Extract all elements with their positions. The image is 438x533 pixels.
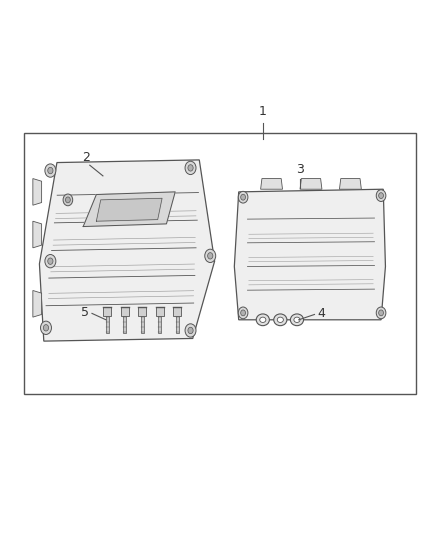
Ellipse shape	[188, 327, 193, 334]
Bar	[158, 316, 161, 333]
Polygon shape	[33, 179, 42, 205]
Ellipse shape	[238, 307, 248, 319]
Ellipse shape	[256, 314, 269, 326]
Polygon shape	[33, 221, 42, 248]
Bar	[156, 307, 164, 316]
Ellipse shape	[294, 317, 300, 322]
Text: 1: 1	[259, 106, 267, 118]
Ellipse shape	[208, 253, 213, 259]
Ellipse shape	[260, 317, 266, 322]
Ellipse shape	[241, 195, 245, 200]
Polygon shape	[83, 192, 175, 227]
Text: 5: 5	[81, 306, 89, 319]
Bar	[176, 316, 179, 333]
Text: 2: 2	[82, 151, 90, 164]
Ellipse shape	[40, 321, 52, 335]
Polygon shape	[300, 179, 322, 189]
Ellipse shape	[378, 310, 384, 316]
Polygon shape	[261, 179, 283, 189]
Ellipse shape	[290, 314, 304, 326]
Polygon shape	[234, 189, 385, 320]
Bar	[173, 307, 181, 316]
Text: 4: 4	[317, 307, 325, 320]
Ellipse shape	[274, 314, 287, 326]
Ellipse shape	[241, 310, 245, 316]
Bar	[124, 316, 126, 333]
Ellipse shape	[185, 161, 196, 175]
Polygon shape	[96, 198, 162, 221]
Ellipse shape	[376, 190, 386, 201]
Ellipse shape	[45, 164, 56, 177]
Bar	[103, 307, 111, 316]
Bar	[121, 307, 129, 316]
Ellipse shape	[378, 192, 384, 199]
Bar	[141, 316, 144, 333]
Ellipse shape	[63, 194, 73, 206]
Bar	[24, 133, 416, 394]
Ellipse shape	[277, 317, 283, 322]
Ellipse shape	[48, 167, 53, 174]
Ellipse shape	[238, 191, 248, 203]
Polygon shape	[339, 179, 361, 189]
Bar	[138, 307, 146, 316]
Ellipse shape	[188, 165, 193, 171]
Ellipse shape	[45, 255, 56, 268]
Ellipse shape	[185, 324, 196, 337]
Bar	[106, 316, 109, 333]
Text: 3: 3	[296, 163, 304, 176]
Ellipse shape	[376, 307, 386, 319]
Ellipse shape	[65, 197, 70, 203]
Polygon shape	[39, 160, 215, 341]
Polygon shape	[33, 290, 42, 317]
Ellipse shape	[205, 249, 215, 263]
Ellipse shape	[48, 258, 53, 264]
Ellipse shape	[43, 325, 49, 331]
